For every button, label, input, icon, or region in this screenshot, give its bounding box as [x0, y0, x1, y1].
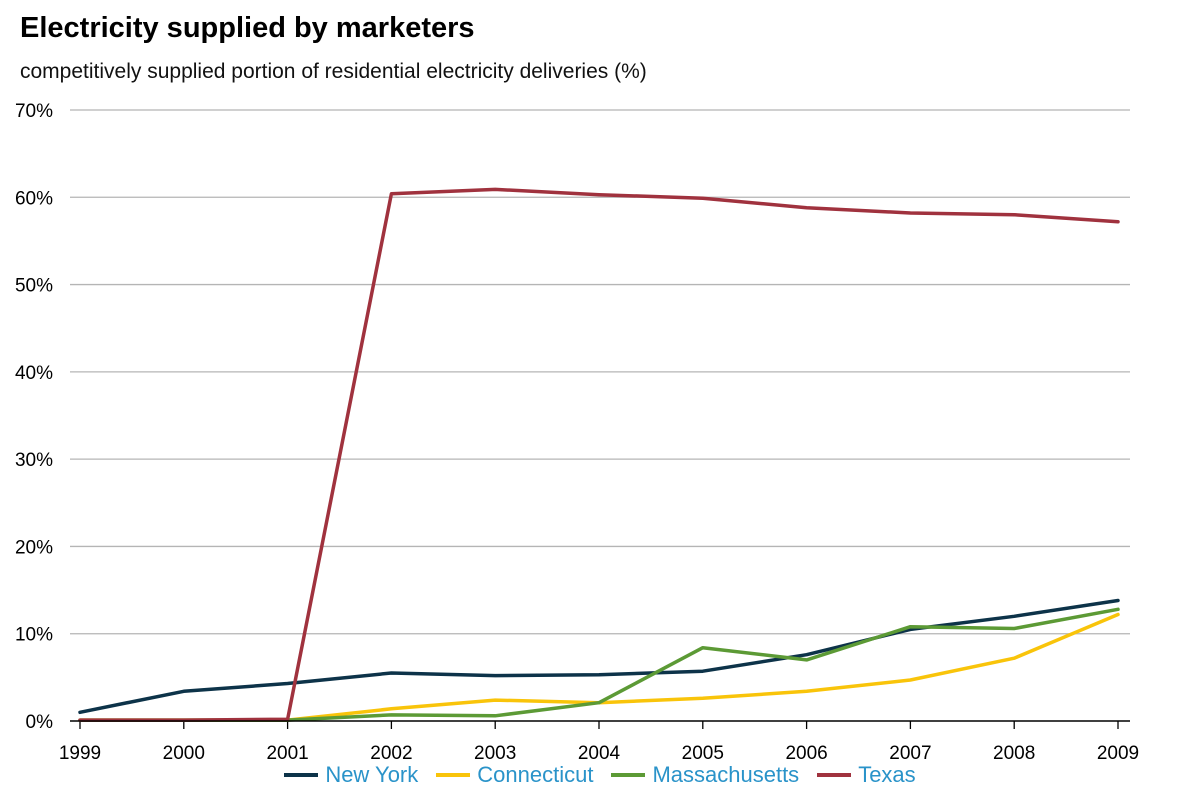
- x-tick-label: 2000: [163, 743, 205, 764]
- y-tick-label: 0%: [26, 712, 54, 733]
- legend-label: Connecticut: [477, 762, 594, 787]
- gridlines: [70, 109, 1130, 635]
- legend-item: New York: [284, 762, 418, 788]
- chart-title: Electricity supplied by marketers: [20, 12, 475, 44]
- y-axis-tick-labels: 0% 10% 20% 30% 40% 50% 60% 70%: [15, 101, 53, 733]
- legend-item: Texas: [817, 762, 916, 788]
- legend-swatch: [436, 773, 471, 777]
- x-tick-label: 1999: [59, 743, 101, 764]
- legend-swatch: [284, 773, 319, 777]
- x-tick-label: 2006: [785, 743, 827, 764]
- x-tick-label: 2004: [578, 743, 621, 764]
- series-line-massachusetts: [78, 607, 1120, 722]
- legend-swatch: [817, 773, 852, 777]
- y-tick-label: 20%: [15, 537, 53, 558]
- y-tick-label: 40%: [15, 363, 53, 384]
- x-tick-label: 2002: [370, 743, 412, 764]
- x-tick-label: 2009: [1097, 743, 1139, 764]
- legend-swatch: [611, 773, 646, 777]
- series-lines: [78, 187, 1120, 722]
- y-tick-label: 70%: [15, 101, 53, 122]
- chart-subtitle: competitively supplied portion of reside…: [20, 60, 647, 83]
- x-tick-label: 2007: [889, 743, 931, 764]
- chart-legend: New York Connecticut Massachusetts Texas: [0, 762, 1200, 788]
- y-tick-label: 30%: [15, 450, 53, 471]
- x-axis-tick-labels: 1999 2000 2001 2002 2003 2004 2005 2006 2007 2008…: [59, 721, 1139, 764]
- x-tick-label: 2001: [266, 743, 308, 764]
- legend-label: Texas: [858, 762, 916, 787]
- series-line-new-york: [78, 598, 1120, 715]
- legend-item: Massachusetts: [611, 762, 799, 788]
- legend-label: New York: [325, 762, 419, 787]
- legend-item: Connecticut: [436, 762, 593, 788]
- x-tick-label: 2008: [993, 743, 1035, 764]
- y-tick-label: 10%: [15, 625, 53, 646]
- y-tick-label: 60%: [15, 188, 53, 209]
- x-tick-label: 2003: [474, 743, 516, 764]
- legend-label: Massachusetts: [652, 762, 800, 787]
- x-tick-label: 2005: [682, 743, 724, 764]
- series-line-texas: [78, 187, 1120, 722]
- y-tick-label: 50%: [15, 276, 53, 297]
